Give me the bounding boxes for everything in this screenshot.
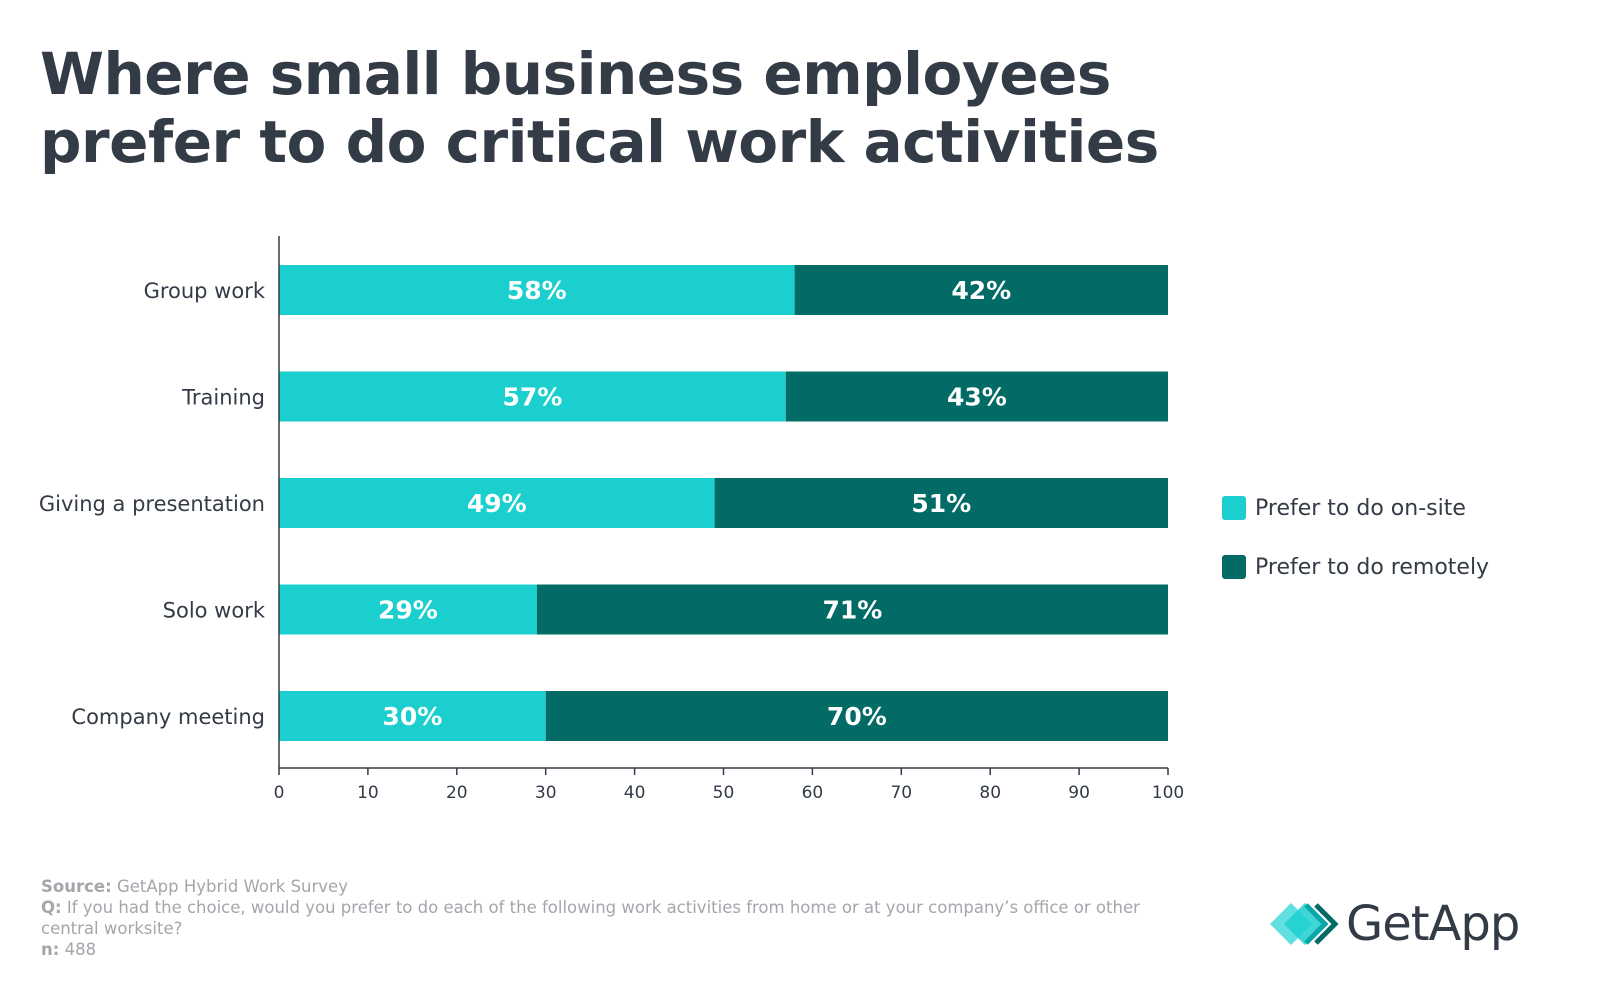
legend-item-remote: Prefer to do remotely [1222, 551, 1489, 583]
category-label: Giving a presentation [39, 492, 265, 516]
data-label-onsite: 30% [382, 702, 442, 731]
legend-swatch-onsite [1222, 496, 1246, 520]
bar-onsite [279, 584, 537, 635]
data-label-remote: 70% [827, 702, 887, 731]
bar-onsite [279, 371, 786, 422]
x-tick-label: 50 [713, 783, 735, 803]
title-line-1: Where small business employees [40, 40, 1111, 108]
x-tick-label: 60 [802, 783, 824, 803]
bar-remote [545, 691, 1168, 741]
bar-remote [536, 584, 1168, 635]
getapp-diamond-icon [1270, 903, 1339, 945]
x-tick-label: 100 [1152, 783, 1184, 803]
bar-onsite [279, 691, 546, 741]
bar-onsite [279, 478, 715, 528]
sample-size-label: n: [41, 940, 60, 959]
data-label-onsite: 29% [378, 596, 438, 625]
sample-size-text: 488 [64, 940, 97, 959]
source-line: Source: GetApp Hybrid Work Survey [41, 876, 1181, 897]
chart-title: Where small business employees prefer to… [40, 40, 1240, 176]
category-label: Training [181, 386, 265, 410]
data-label-remote: 42% [951, 276, 1011, 305]
category-label: Group work [144, 279, 266, 303]
data-label-onsite: 58% [507, 276, 567, 305]
legend: Prefer to do on-site Prefer to do remote… [1222, 492, 1489, 610]
data-label-remote: 71% [822, 596, 882, 625]
bar-remote [794, 265, 1168, 315]
x-tick-label: 70 [890, 783, 912, 803]
data-label-remote: 51% [911, 489, 971, 518]
bar-remote [714, 478, 1168, 528]
x-tick-label: 0 [274, 783, 285, 803]
question-label: Q: [41, 898, 62, 917]
legend-label-remote: Prefer to do remotely [1255, 554, 1490, 580]
x-tick-label: 30 [535, 783, 557, 803]
x-tick-label: 10 [357, 783, 379, 803]
bar-onsite [279, 265, 795, 315]
question-text: If you had the choice, would you prefer … [41, 898, 1140, 938]
title-line-2: prefer to do critical work activities [40, 108, 1159, 176]
data-label-onsite: 49% [467, 489, 527, 518]
legend-item-onsite: Prefer to do on-site [1222, 492, 1489, 524]
data-label-remote: 43% [947, 383, 1007, 412]
bar-remote [785, 371, 1168, 422]
source-label: Source: [41, 877, 112, 896]
source-text: GetApp Hybrid Work Survey [116, 877, 348, 896]
category-label: Solo work [163, 599, 266, 623]
x-tick-label: 90 [1068, 783, 1090, 803]
getapp-wordmark: GetApp [1346, 896, 1520, 952]
x-tick-label: 80 [979, 783, 1001, 803]
sample-size-line: n: 488 [41, 939, 1181, 960]
legend-label-onsite: Prefer to do on-site [1255, 495, 1466, 521]
category-label: Company meeting [71, 705, 265, 729]
question-line: Q: If you had the choice, would you pref… [41, 897, 1181, 939]
x-tick-label: 20 [446, 783, 468, 803]
getapp-logo: GetApp [1270, 894, 1520, 954]
data-label-onsite: 57% [502, 383, 562, 412]
legend-swatch-remote [1222, 555, 1246, 579]
x-tick-label: 40 [624, 783, 646, 803]
footnote: Source: GetApp Hybrid Work Survey Q: If … [41, 876, 1181, 960]
